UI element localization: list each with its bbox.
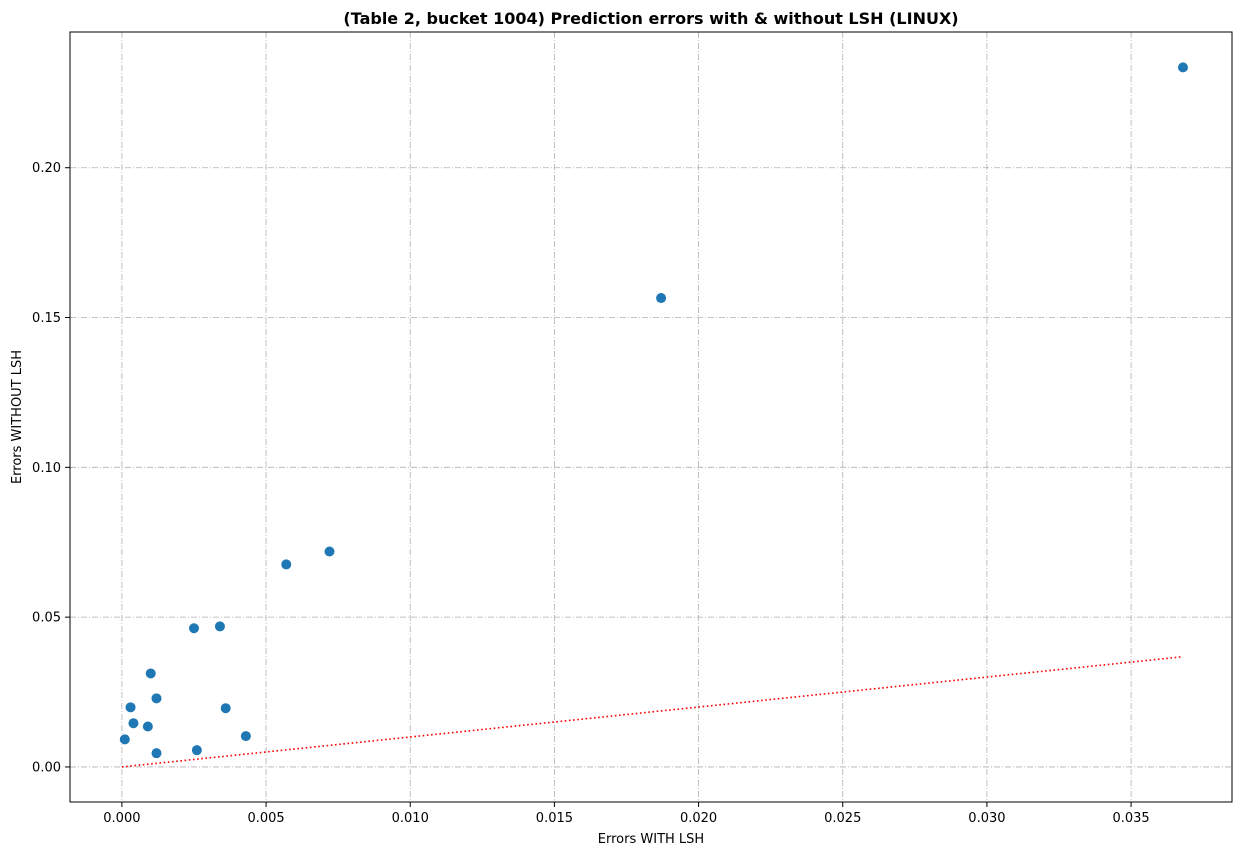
plot-frame [69,31,1233,803]
y-tick-label: 0.10 [32,461,61,476]
x-tick-label: 0.020 [680,811,717,826]
data-point [151,748,162,759]
data-point [142,721,153,732]
tick-layer: 0.000 0.005 0.010 0.015 0.020 0.025 0.030 0.035… [32,161,1150,826]
data-point [125,702,136,713]
x-tick-label: 0.015 [536,811,573,826]
reference-line [121,655,1184,768]
data-point [214,621,225,632]
data-point [188,623,199,634]
data-point [191,745,202,756]
data-point [281,559,292,570]
data-point [656,293,667,304]
x-tick-label: 0.035 [1112,811,1149,826]
data-point [220,703,231,714]
point-layer [119,62,1188,759]
x-tick-label: 0.010 [392,811,429,826]
x-axis-label: Errors WITH LSH [598,832,704,847]
x-tick-label: 0.005 [247,811,284,826]
data-point [324,546,335,557]
x-tick-label: 0.000 [103,811,140,826]
grid-layer [70,32,1232,802]
y-tick-label: 0.00 [32,760,61,775]
chart-title: (Table 2, bucket 1004) Prediction errors… [343,9,958,28]
y-axis-label: Errors WITHOUT LSH [10,350,25,484]
data-point [119,734,130,745]
data-point [151,693,162,704]
data-point [1177,62,1188,73]
data-point [145,668,156,679]
reference-line-layer [121,655,1184,768]
y-tick-label: 0.05 [32,611,61,626]
y-tick-label: 0.20 [32,161,61,176]
data-point [128,718,139,729]
x-tick-label: 0.025 [824,811,861,826]
data-point [240,731,251,742]
y-tick-label: 0.15 [32,311,61,326]
x-tick-label: 0.030 [968,811,1005,826]
